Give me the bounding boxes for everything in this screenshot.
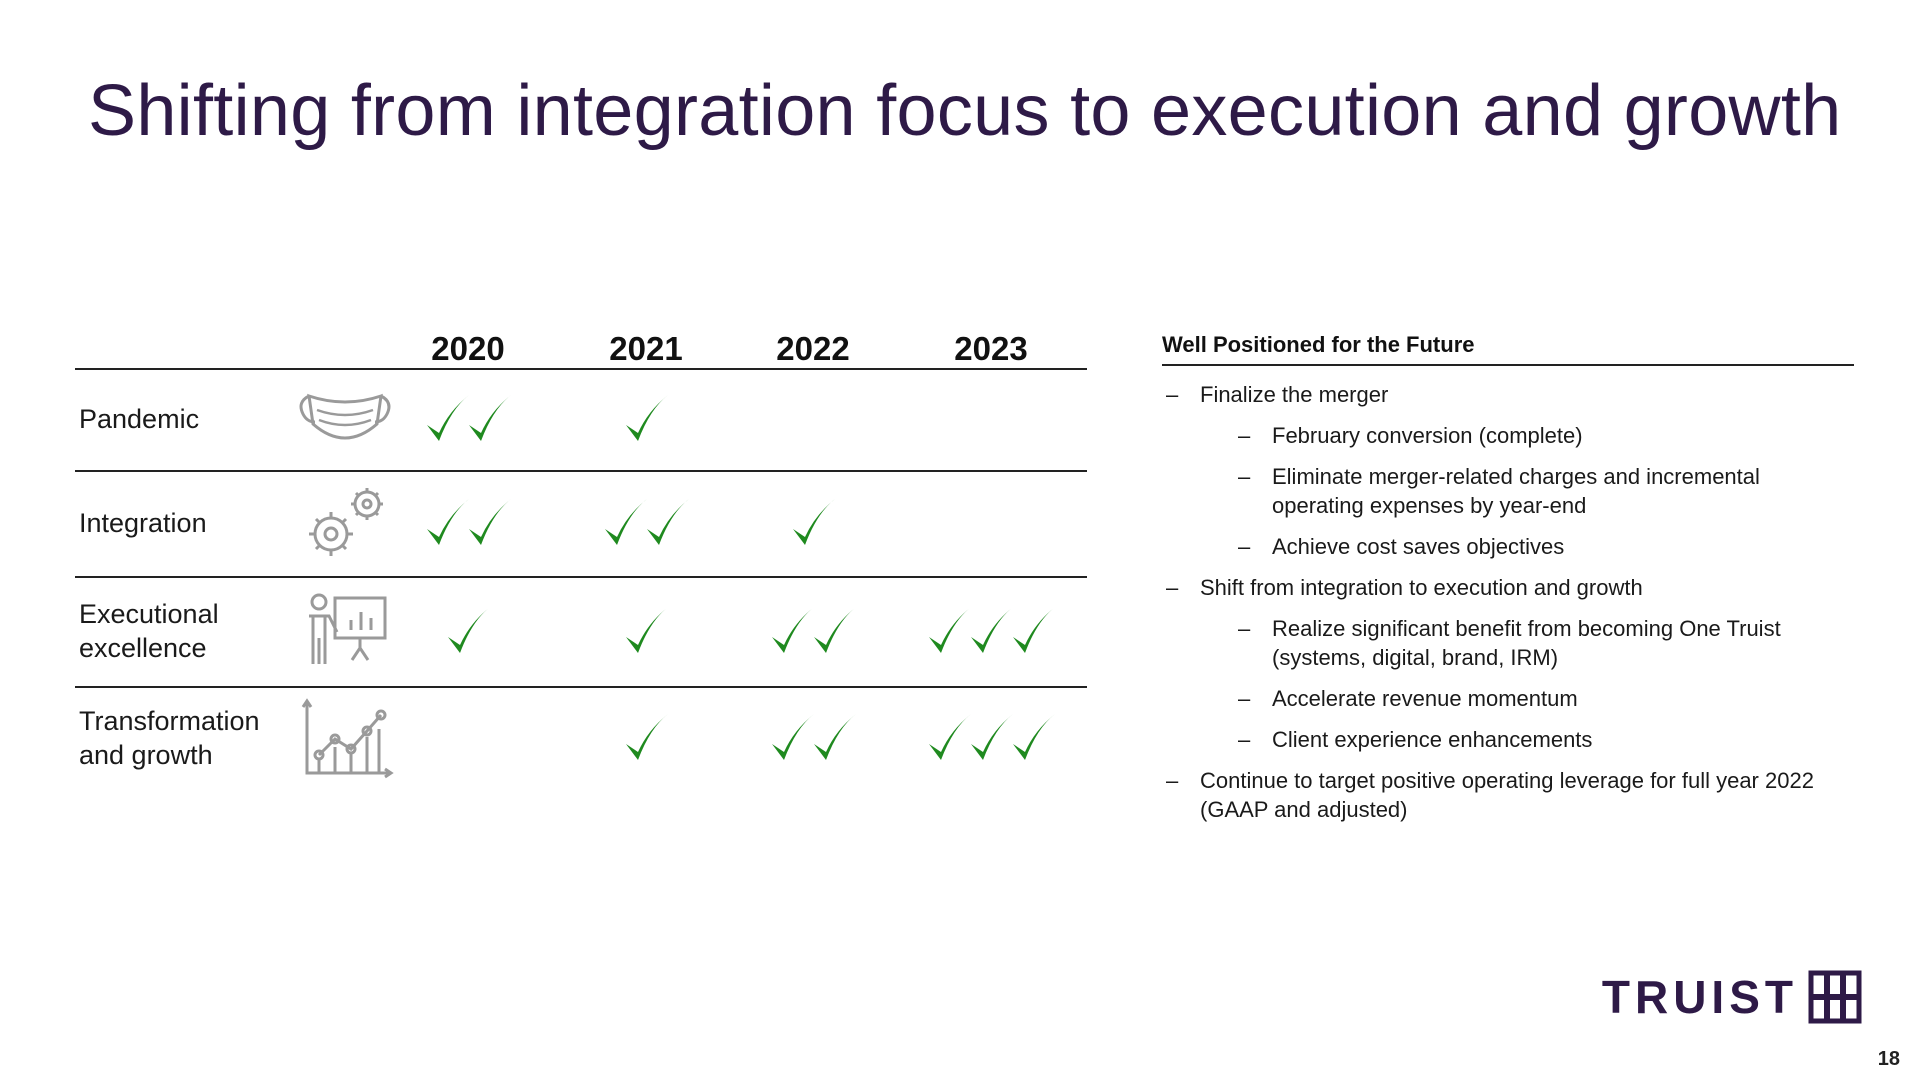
slide-title: Shifting from integration focus to execu…	[88, 71, 1842, 151]
bullet-text: Continue to target positive operating le…	[1200, 768, 1814, 822]
checkmark-icon	[423, 495, 471, 551]
check-cell	[911, 379, 1071, 459]
check-cell	[566, 698, 726, 778]
check-cell	[388, 379, 548, 459]
dash-marker: –	[1166, 768, 1179, 793]
check-cell	[733, 591, 893, 671]
sub-bullet-item: – Eliminate merger-related charges and in…	[1162, 462, 1854, 520]
checkmark-icon	[810, 603, 858, 659]
dash-marker: –	[1166, 575, 1179, 600]
dash-marker: –	[1238, 464, 1251, 489]
bullet-list: – Finalize the merger – February conversion…	[1162, 380, 1854, 824]
checkmark-icon	[444, 603, 492, 659]
row-label: Pandemic	[79, 402, 199, 436]
face-mask-icon	[295, 376, 395, 462]
bullet-item: – Continue to target positive operating l…	[1162, 766, 1854, 824]
bullet-text: Eliminate merger-related charges and inc…	[1272, 464, 1760, 518]
dash-marker: –	[1238, 686, 1251, 711]
checkmark-icon	[622, 603, 670, 659]
checkmark-icon	[1009, 603, 1057, 659]
bullet-text: Client experience enhancements	[1272, 727, 1593, 752]
bullet-text: Finalize the merger	[1200, 382, 1389, 407]
row-label-line: Transformation	[79, 706, 260, 736]
checkmark-icon	[622, 710, 670, 766]
bullet-text: Accelerate revenue momentum	[1272, 686, 1578, 711]
row-divider	[75, 470, 1087, 472]
sub-bullet-item: – Realize significant benefit from becomi…	[1162, 614, 1854, 672]
checkmark-icon	[465, 495, 513, 551]
checkmark-icon	[465, 391, 513, 447]
year-header-3: 2023	[954, 330, 1028, 367]
presenter-chart-icon	[295, 588, 395, 674]
row-label-line: excellence	[79, 633, 207, 663]
sub-bullet-item: – Accelerate revenue momentum	[1162, 684, 1854, 713]
checkmark-icon	[768, 603, 816, 659]
truist-logo-mark-icon	[1808, 970, 1862, 1024]
row-label-line: Integration	[79, 508, 207, 538]
checkmark-icon	[768, 710, 816, 766]
dash-marker: –	[1238, 616, 1251, 641]
gears-icon	[295, 480, 395, 566]
year-header-0: 2020	[431, 330, 505, 367]
dash-marker: –	[1238, 423, 1251, 448]
row-label: Transformation and growth	[79, 704, 260, 772]
bullet-item: – Shift from integration to execution and…	[1162, 573, 1854, 602]
check-cell	[566, 591, 726, 671]
row-label: Executional excellence	[79, 597, 219, 665]
row-divider	[75, 576, 1087, 578]
progress-matrix: 2020 2021 2022 2023 Pandemic Integration Execu…	[75, 320, 1087, 790]
checkmark-icon	[601, 495, 649, 551]
check-cell	[566, 379, 726, 459]
check-cell	[566, 483, 726, 563]
check-cell	[733, 483, 893, 563]
logo-wordmark: TRUIST	[1601, 971, 1798, 1023]
year-header-2: 2022	[776, 330, 850, 367]
check-cell	[388, 698, 548, 778]
checkmark-icon	[925, 603, 973, 659]
checkmark-icon	[967, 603, 1015, 659]
row-divider	[75, 686, 1087, 688]
sub-bullet-item: – Achieve cost saves objectives	[1162, 532, 1854, 561]
row-label-line: and growth	[79, 740, 213, 770]
check-cell	[733, 698, 893, 778]
checkmark-icon	[967, 710, 1015, 766]
bullet-text: February conversion (complete)	[1272, 423, 1583, 448]
bullet-text: Shift from integration to execution and …	[1200, 575, 1643, 600]
row-divider	[75, 368, 1087, 370]
check-cell	[911, 591, 1071, 671]
sub-bullet-item: – Client experience enhancements	[1162, 725, 1854, 754]
check-cell	[911, 483, 1071, 563]
check-cell	[733, 379, 893, 459]
checkmark-icon	[925, 710, 973, 766]
check-cell	[911, 698, 1071, 778]
bullet-item: – Finalize the merger	[1162, 380, 1854, 409]
check-cell	[388, 483, 548, 563]
panel-heading: Well Positioned for the Future	[1162, 332, 1854, 366]
bullet-text: Realize significant benefit from becomin…	[1272, 616, 1781, 670]
dash-marker: –	[1166, 382, 1179, 407]
checkmark-icon	[622, 391, 670, 447]
dash-marker: –	[1238, 727, 1251, 752]
bullet-text: Achieve cost saves objectives	[1272, 534, 1565, 559]
dash-marker: –	[1238, 534, 1251, 559]
future-panel: Well Positioned for the Future – Finalize…	[1162, 332, 1854, 836]
truist-logo: TRUIST	[1602, 970, 1862, 1024]
checkmark-icon	[423, 391, 471, 447]
row-label-line: Pandemic	[79, 404, 200, 434]
page-number: 18	[1877, 1048, 1900, 1070]
growth-chart-icon	[295, 695, 395, 781]
check-cell	[388, 591, 548, 671]
sub-bullet-item: – February conversion (complete)	[1162, 421, 1854, 450]
checkmark-icon	[1009, 710, 1057, 766]
checkmark-icon	[789, 495, 837, 551]
year-header-1: 2021	[609, 330, 683, 367]
checkmark-icon	[643, 495, 691, 551]
row-label-line: Executional	[79, 599, 219, 629]
row-label: Integration	[79, 506, 207, 540]
checkmark-icon	[810, 710, 858, 766]
